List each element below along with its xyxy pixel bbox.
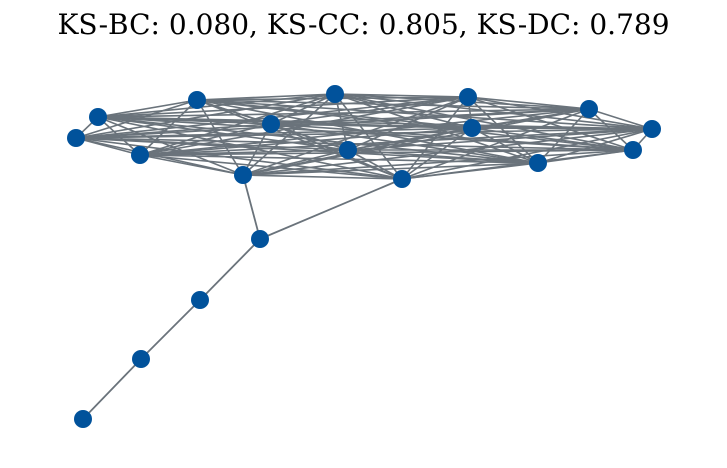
graph-edge — [334, 93, 403, 180]
graph-edge — [270, 108, 590, 125]
graph-edge — [242, 174, 403, 180]
graph-edge — [97, 116, 349, 151]
graph-node — [393, 170, 411, 188]
graph-node — [326, 85, 344, 103]
graph-edge — [334, 93, 539, 164]
graph-node — [459, 88, 477, 106]
graph-edge — [471, 127, 634, 151]
graph-edge — [259, 178, 403, 240]
graph-node — [529, 154, 547, 172]
graph-node — [643, 120, 661, 138]
graph-edge — [347, 149, 403, 180]
graph-edge — [97, 96, 469, 118]
graph-edge — [588, 108, 634, 151]
graph-node — [624, 141, 642, 159]
graph-edge — [334, 93, 634, 151]
graph-edge — [140, 299, 201, 360]
graph-edge — [242, 123, 272, 176]
graph-edge — [199, 238, 261, 301]
graph-edge — [242, 93, 336, 176]
graph-node — [89, 108, 107, 126]
graph-node — [131, 146, 149, 164]
graph-nodes — [67, 85, 661, 428]
graph-node — [67, 129, 85, 147]
graph-edge — [75, 137, 403, 180]
graph-edge — [588, 108, 653, 130]
graph-edge — [242, 128, 653, 176]
graph-node — [251, 230, 269, 248]
graph-edge — [471, 108, 590, 129]
graph-node — [463, 119, 481, 137]
graph-edge — [82, 358, 142, 420]
graph-edge — [97, 99, 198, 118]
graph-node — [132, 350, 150, 368]
graph-edge — [401, 127, 473, 180]
graph-edge — [242, 174, 261, 240]
graph-edge — [347, 128, 653, 151]
graph-node — [339, 141, 357, 159]
graph-edge — [467, 96, 634, 151]
graph-edge — [334, 93, 349, 151]
graph-node — [188, 91, 206, 109]
graph-edge — [196, 99, 634, 151]
graph-edge — [139, 99, 198, 156]
graph-edge — [270, 93, 336, 125]
graph-edge — [471, 127, 653, 130]
graph-edge — [270, 96, 469, 125]
graph-edge — [270, 123, 349, 151]
graph-edge — [537, 149, 634, 164]
graph-edge — [270, 123, 539, 164]
graph-edge — [270, 123, 403, 180]
graph-edge — [139, 154, 539, 164]
graph-edge — [537, 128, 653, 164]
graph-node — [191, 291, 209, 309]
graph-edge — [334, 93, 473, 129]
graph-edge — [471, 127, 539, 164]
graph-edge — [97, 116, 141, 156]
graph-edge — [401, 128, 653, 180]
graph-edge — [401, 96, 469, 180]
figure-title: KS-BC: 0.080, KS-CC: 0.805, KS-DC: 0.789 — [57, 8, 670, 41]
graph-edge — [467, 96, 590, 110]
graph-edge — [347, 149, 539, 164]
graph-node — [580, 100, 598, 118]
graph-edges — [75, 93, 653, 420]
graph-edge — [537, 108, 590, 164]
graph-edge — [196, 99, 653, 130]
graph-edge — [139, 123, 272, 156]
graph-edge — [334, 93, 653, 130]
graph-edge — [242, 162, 539, 176]
graph-edge — [347, 96, 469, 151]
graph-node — [234, 166, 252, 184]
graph-edge — [196, 99, 403, 180]
graph-edge — [334, 93, 469, 98]
graph-node — [74, 410, 92, 428]
graph-edge — [467, 96, 539, 164]
graph-node — [262, 115, 280, 133]
graph-edge — [401, 108, 590, 180]
graph-edge — [196, 99, 244, 176]
graph-edge — [139, 154, 244, 176]
graph-edge — [139, 93, 336, 156]
graph-edge — [139, 154, 403, 180]
graph-edge — [242, 108, 590, 176]
